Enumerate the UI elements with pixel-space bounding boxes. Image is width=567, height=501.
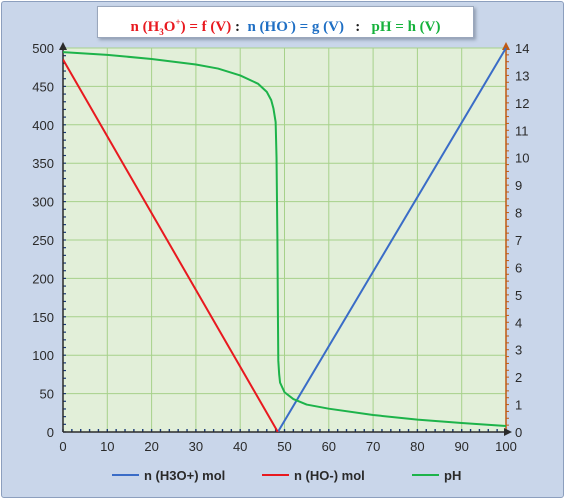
legend-label-2: pH xyxy=(444,468,461,483)
x-tick-label: 50 xyxy=(277,439,291,454)
y-right-tick-label: 0 xyxy=(515,425,522,440)
y-left-tick-label: 350 xyxy=(32,156,54,171)
x-tick-label: 10 xyxy=(100,439,114,454)
y-right-arrow xyxy=(502,42,510,50)
y-right-tick-label: 8 xyxy=(515,206,522,221)
x-tick-label: 60 xyxy=(322,439,336,454)
y-left-tick-label: 100 xyxy=(32,348,54,363)
title-separator-1: : xyxy=(231,19,248,35)
y-right-tick-label: 7 xyxy=(515,233,522,248)
y-left-tick-label: 450 xyxy=(32,79,54,94)
y-right-tick-label: 11 xyxy=(515,123,529,138)
series-line-0 xyxy=(277,47,507,432)
y-right-tick-label: 6 xyxy=(515,260,522,275)
y-right-tick-label: 12 xyxy=(515,96,529,111)
title-separator-2: : xyxy=(344,19,372,35)
y-right-tick-label: 9 xyxy=(515,178,522,193)
chart-title: n (H3O+) = f (V) : n (HO-) = g (V) : pH … xyxy=(97,6,474,38)
y-left-tick-label: 250 xyxy=(32,233,54,248)
y-left-tick-label: 0 xyxy=(47,425,54,440)
y-right-tick-label: 1 xyxy=(515,398,522,413)
y-right-tick-label: 2 xyxy=(515,370,522,385)
title-h3o-part: n (H3O+) = f (V) xyxy=(130,17,232,37)
x-tick-label: 0 xyxy=(59,439,66,454)
y-right-tick-label: 5 xyxy=(515,288,522,303)
y-left-tick-label: 400 xyxy=(32,118,54,133)
y-right-tick-label: 4 xyxy=(515,315,522,330)
x-tick-label: 80 xyxy=(410,439,424,454)
legend-label-1: n (HO-) mol xyxy=(294,468,365,483)
y-right-tick-label: 3 xyxy=(515,343,522,358)
y-left-tick-label: 300 xyxy=(32,195,54,210)
y-right-tick-label: 10 xyxy=(515,151,529,166)
series-line-2 xyxy=(63,51,507,427)
y-left-tick-label: 200 xyxy=(32,271,54,286)
y-right-tick-label: 13 xyxy=(515,68,529,83)
title-ph-part: pH = h (V) xyxy=(371,19,441,35)
x-arrow xyxy=(504,428,512,436)
x-tick-label: 20 xyxy=(144,439,158,454)
x-tick-label: 30 xyxy=(189,439,203,454)
x-tick-label: 70 xyxy=(366,439,380,454)
y-left-tick-label: 50 xyxy=(40,387,54,402)
y-left-tick-label: 150 xyxy=(32,310,54,325)
legend-label-0: n (H3O+) mol xyxy=(144,468,225,483)
y-left-tick-label: 500 xyxy=(32,41,54,56)
title-ho-part: n (HO-) = g (V) xyxy=(247,17,345,35)
series-line-1 xyxy=(63,59,279,432)
y-right-tick-label: 14 xyxy=(515,41,529,56)
y-left-arrow xyxy=(59,42,67,50)
x-tick-label: 90 xyxy=(454,439,468,454)
x-tick-label: 100 xyxy=(495,439,517,454)
x-tick-label: 40 xyxy=(233,439,247,454)
